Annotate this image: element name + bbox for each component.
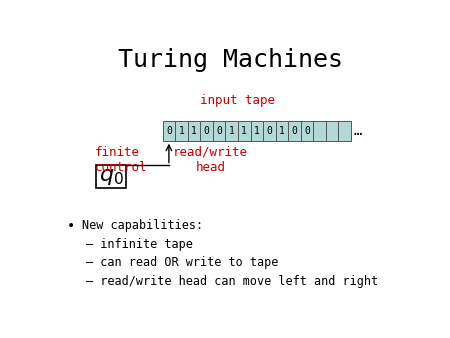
Text: Turing Machines: Turing Machines: [118, 48, 343, 72]
Text: finite
control: finite control: [94, 146, 147, 174]
Text: 0: 0: [304, 126, 310, 136]
Text: 1: 1: [229, 126, 234, 136]
Text: 0: 0: [266, 126, 272, 136]
Text: – can read OR write to tape: – can read OR write to tape: [86, 256, 278, 269]
Text: – read/write head can move left and right: – read/write head can move left and righ…: [86, 275, 378, 288]
Bar: [301, 121, 313, 141]
Text: 0: 0: [203, 126, 210, 136]
Text: 0: 0: [216, 126, 222, 136]
Text: – infinite tape: – infinite tape: [86, 238, 193, 250]
Bar: [188, 121, 200, 141]
Bar: [288, 121, 301, 141]
Text: 0: 0: [166, 126, 172, 136]
Bar: [326, 121, 338, 141]
Text: input tape: input tape: [200, 94, 275, 107]
Text: read/write
head: read/write head: [173, 146, 248, 174]
Bar: [313, 121, 326, 141]
Bar: [338, 121, 351, 141]
Bar: [175, 121, 188, 141]
Bar: [225, 121, 238, 141]
Bar: [96, 166, 126, 188]
Text: 1: 1: [241, 126, 247, 136]
Text: 1: 1: [179, 126, 184, 136]
Bar: [238, 121, 251, 141]
Bar: [200, 121, 213, 141]
Text: 1: 1: [191, 126, 197, 136]
Bar: [213, 121, 225, 141]
Bar: [251, 121, 263, 141]
Text: …: …: [354, 124, 362, 138]
Text: $q_0$: $q_0$: [99, 167, 124, 187]
Text: 0: 0: [292, 126, 297, 136]
Bar: [162, 121, 175, 141]
Text: 1: 1: [254, 126, 260, 136]
Text: 1: 1: [279, 126, 285, 136]
Bar: [263, 121, 275, 141]
Text: •: •: [67, 219, 75, 233]
Text: New capabilities:: New capabilities:: [82, 219, 203, 232]
Bar: [275, 121, 288, 141]
